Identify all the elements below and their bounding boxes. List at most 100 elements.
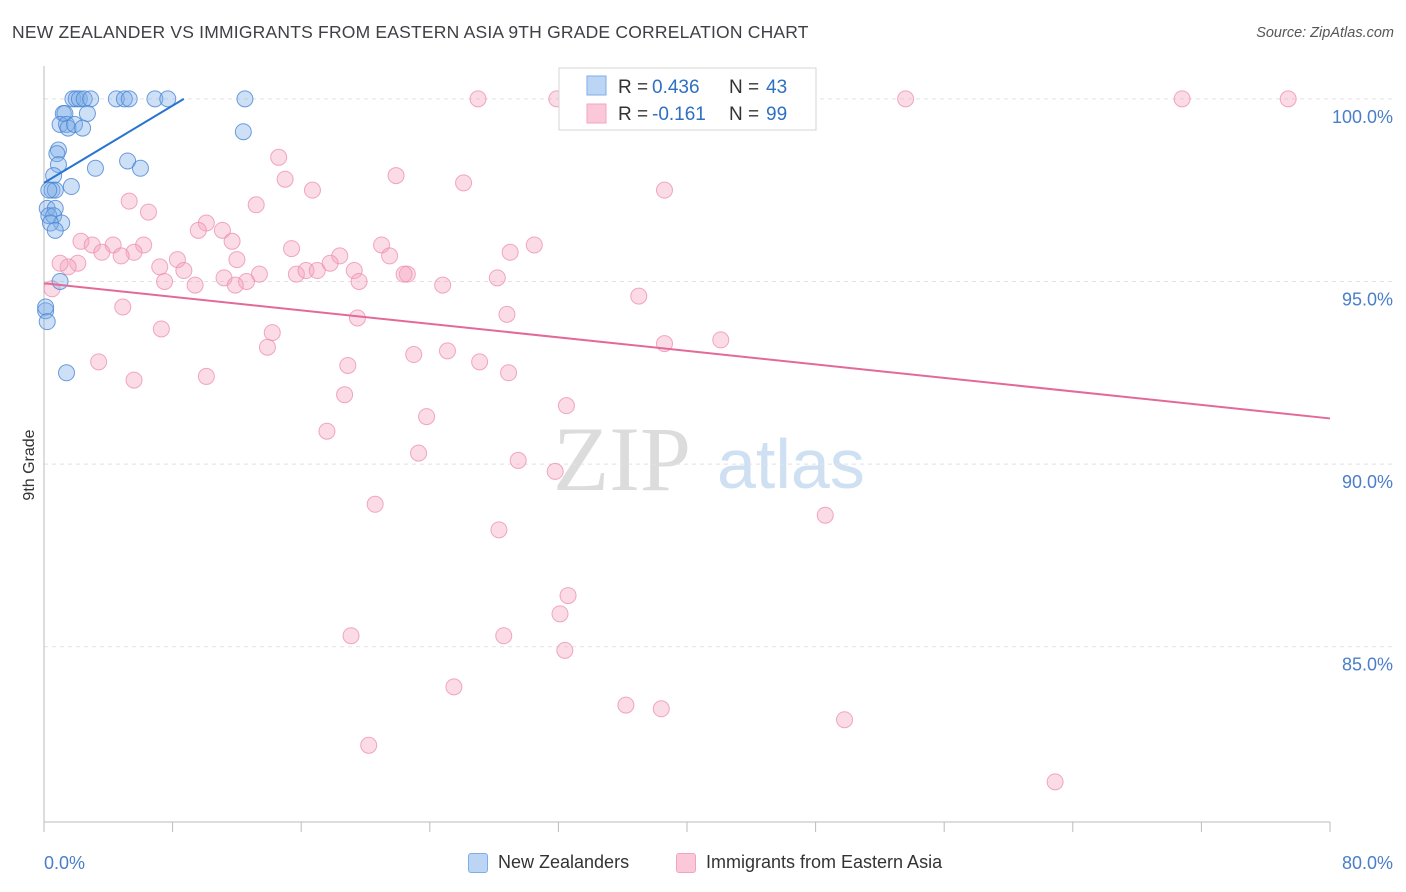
data-point-immigrants [189,221,207,239]
stats-box: R = 0.436 N = 43 R = -0.161 N = 99 [558,67,817,131]
stats-swatch-pink [586,103,607,124]
data-point-immigrants [270,148,288,166]
data-point-immigrants [500,364,518,382]
y-tick-label: 100.0% [1332,107,1393,127]
data-point-immigrants [336,386,354,404]
data-point-immigrants [342,627,360,645]
data-point-immigrants [1046,773,1064,791]
trend-line-immigrants [43,282,1331,420]
data-point-immigrants [345,262,363,280]
data-point-immigrants [250,265,268,283]
data-point-new-zealanders [78,104,96,122]
data-point-immigrants [551,605,569,623]
data-point-immigrants [258,338,276,356]
data-point-new-zealanders [115,90,133,108]
data-point-new-zealanders [62,178,80,196]
data-point-new-zealanders [146,90,164,108]
data-point-new-zealanders [38,313,56,331]
data-point-immigrants [186,276,204,294]
data-point-immigrants [418,408,436,426]
legend-item-immigrants: Immigrants from Eastern Asia [676,852,942,873]
data-point-immigrants [488,269,506,287]
data-point-immigrants [276,170,294,188]
data-point-immigrants [308,262,326,280]
data-point-new-zealanders [131,159,149,177]
data-point-immigrants [125,371,143,389]
data-point-immigrants [339,356,357,374]
data-point-immigrants [366,495,384,513]
data-point-new-zealanders [49,156,67,174]
data-point-new-zealanders [159,90,177,108]
data-point-new-zealanders [51,115,69,133]
stats-r-label-2: R = [618,104,648,125]
data-point-immigrants [223,232,241,250]
data-point-immigrants [287,265,305,283]
data-point-immigrants [135,236,153,254]
data-point-immigrants [498,305,516,323]
y-axis-label: 9th Grade [21,429,38,500]
data-point-immigrants [1173,90,1191,108]
data-point-immigrants [139,203,157,221]
data-point-immigrants [51,254,69,272]
data-point-immigrants [318,422,336,440]
data-point-immigrants [556,641,574,659]
data-point-immigrants [360,736,378,754]
data-point-immigrants [509,451,527,469]
data-point-immigrants [501,243,519,261]
data-point-immigrants [226,276,244,294]
data-point-immigrants [69,254,87,272]
data-point-immigrants [83,236,101,254]
grid-lines [44,98,1394,648]
data-point-immigrants [151,258,169,276]
data-point-immigrants [381,247,399,265]
data-point-new-zealanders [120,90,138,108]
source-label: Source: ZipAtlas.com [1256,25,1394,41]
data-point-immigrants [395,265,413,283]
data-point-new-zealanders [236,90,254,108]
data-point-immigrants [655,181,673,199]
data-point-new-zealanders [56,104,74,122]
stats-n-label-2: N = [729,104,759,125]
stats-r-value-2: -0.161 [652,104,706,125]
data-point-immigrants [617,696,635,714]
data-point-immigrants [283,240,301,258]
data-point-immigrants [228,251,246,269]
tick-labels: 85.0% 90.0% 95.0% 100.0% 0.0% 80.0% [44,107,1393,873]
data-point-immigrants [897,90,915,108]
data-point-immigrants [469,90,487,108]
trend-lines [43,98,1331,420]
watermark-zip: ZIP [553,408,691,510]
legend-swatch-blue [468,852,488,873]
data-point-new-zealanders [74,119,92,137]
stats-n-value-2: 99 [766,104,787,125]
stats-swatch-blue [586,75,607,96]
legend-label-new-zealanders: New Zealanders [498,852,630,872]
data-point-immigrants [410,444,428,462]
blue-points [37,90,254,382]
data-point-immigrants [490,521,508,539]
data-point-immigrants [59,258,77,276]
data-point-new-zealanders [40,207,58,225]
data-point-new-zealanders [37,302,55,320]
stats-r-value-1: 0.436 [652,77,700,98]
data-point-immigrants [112,247,130,265]
data-point-immigrants [156,272,174,290]
legend-item-new-zealanders: New Zealanders [468,852,629,873]
data-point-immigrants [455,174,473,192]
data-point-new-zealanders [58,364,76,382]
data-point-immigrants [120,192,138,210]
data-point-immigrants [712,331,730,349]
data-point-new-zealanders [51,272,69,290]
data-point-immigrants [387,167,405,185]
data-point-immigrants [495,627,513,645]
data-point-immigrants [471,353,489,371]
pink-points [43,90,1297,791]
data-point-immigrants [525,236,543,254]
data-point-immigrants [405,346,423,364]
data-point-immigrants [263,324,281,342]
data-point-immigrants [93,243,111,261]
chart-title: NEW ZEALANDER VS IMMIGRANTS FROM EASTERN… [12,22,809,42]
data-point-immigrants [247,196,265,214]
data-point-new-zealanders [75,90,93,108]
